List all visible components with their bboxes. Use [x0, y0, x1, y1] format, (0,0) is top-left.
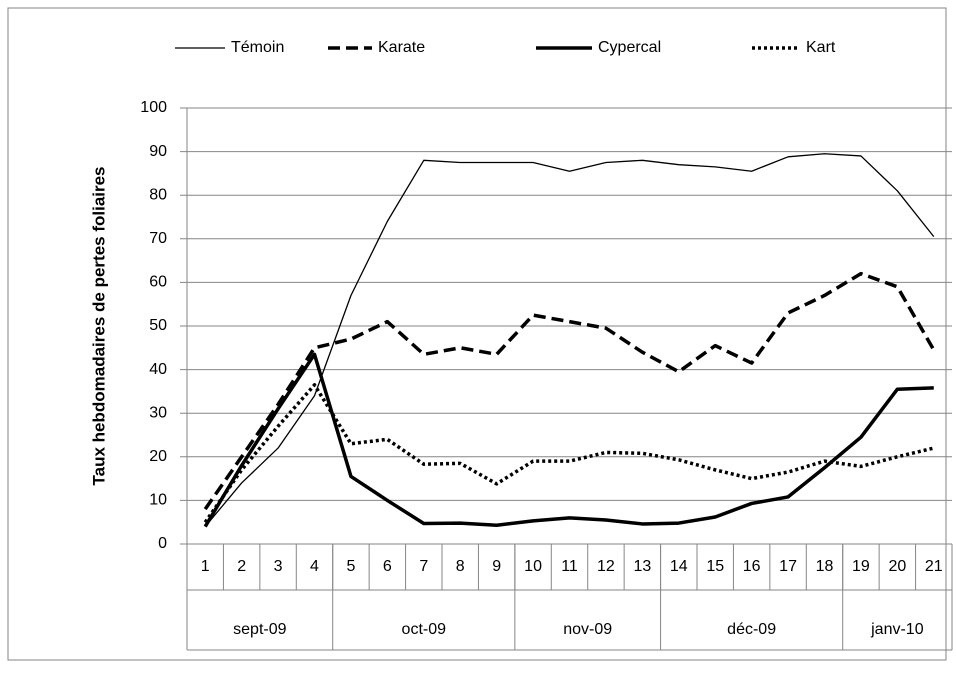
x-tick-label: 20	[888, 558, 906, 575]
y-tick-label: 30	[149, 404, 167, 421]
x-tick-label: 14	[670, 558, 688, 575]
x-tick-label: 21	[925, 558, 943, 575]
legend-label: Kart	[806, 39, 836, 56]
y-tick-label: 10	[149, 492, 167, 509]
x-tick-label: 2	[237, 558, 246, 575]
x-tick-label: 5	[346, 558, 355, 575]
x-group-label: oct-09	[402, 621, 447, 638]
x-tick-label: 4	[310, 558, 319, 575]
x-tick-label: 3	[274, 558, 283, 575]
series-line	[203, 271, 936, 511]
y-tick-label: 0	[158, 535, 167, 552]
series-line	[203, 352, 934, 528]
x-tick-label: 16	[743, 558, 761, 575]
x-group-label: sept-09	[233, 621, 286, 638]
x-tick-label: 15	[706, 558, 724, 575]
y-tick-label: 20	[149, 448, 167, 465]
x-tick-label: 18	[816, 558, 834, 575]
x-tick-label: 17	[779, 558, 797, 575]
y-tick-label: 90	[149, 143, 167, 160]
legend-label: Karate	[378, 39, 425, 56]
y-tick-label: 40	[149, 361, 167, 378]
y-tick-label: 60	[149, 274, 167, 291]
x-tick-label: 8	[456, 558, 465, 575]
x-tick-label: 9	[492, 558, 501, 575]
x-tick-label: 10	[524, 558, 542, 575]
legend-label: Cypercal	[598, 39, 661, 56]
x-tick-label: 7	[419, 558, 428, 575]
x-tick-label: 19	[852, 558, 870, 575]
y-tick-label: 80	[149, 186, 167, 203]
legend-label: Témoin	[231, 39, 284, 56]
x-tick-label: 6	[383, 558, 392, 575]
y-tick-label: 100	[140, 99, 167, 116]
x-group-label: janv-10	[870, 621, 924, 638]
y-tick-label: 70	[149, 230, 167, 247]
y-tick-label: 50	[149, 317, 167, 334]
series-line	[204, 153, 935, 527]
x-group-label: nov-09	[563, 621, 612, 638]
x-group-label: déc-09	[727, 621, 776, 638]
x-tick-label: 1	[201, 558, 210, 575]
chart-border	[7, 7, 947, 661]
x-tick-label: 12	[597, 558, 615, 575]
x-tick-label: 11	[561, 558, 578, 575]
x-tick-label: 13	[633, 558, 651, 575]
series-line	[203, 383, 935, 524]
y-axis-title: Taux hebdomadaires de pertes foliaires	[89, 166, 108, 485]
